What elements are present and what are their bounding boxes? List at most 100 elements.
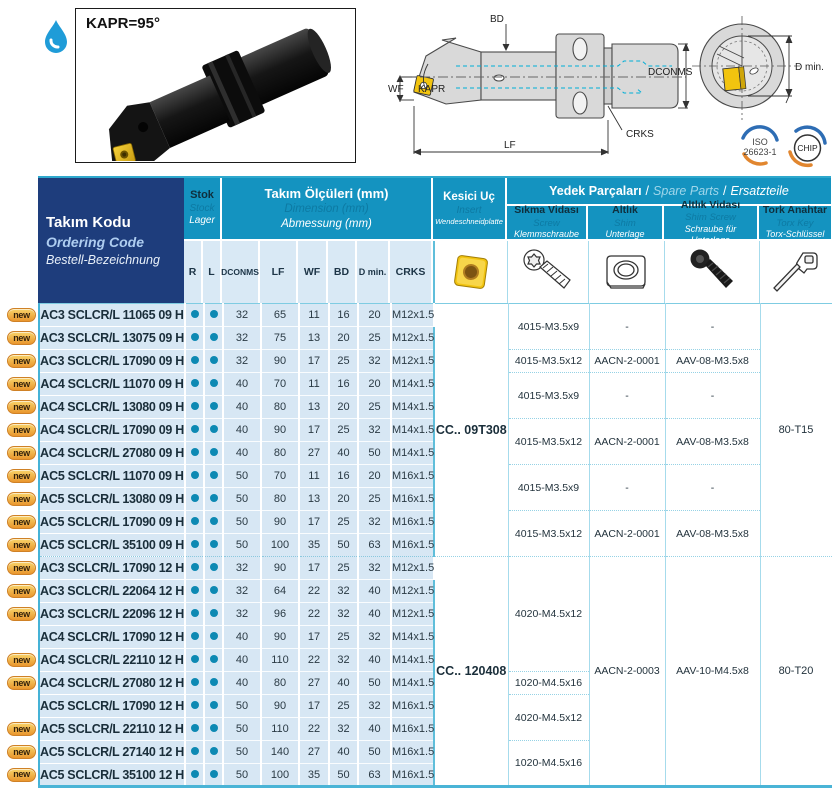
cell-lf: 64 <box>261 579 300 603</box>
cell-crks: M14x1.5 <box>391 418 435 442</box>
stock-dot <box>190 425 199 433</box>
stock-de: Lager <box>189 215 215 227</box>
table-row: new AC3 SCLCR/L 13075 09 H 32 75 13 20 25 M12x1… <box>7 326 832 350</box>
cell-dconms: 40 <box>223 395 262 419</box>
cell-wf: 13 <box>299 395 330 419</box>
cell-stock-l <box>204 694 224 718</box>
cell-crks: M16x1.5 <box>391 487 435 511</box>
stock-dot <box>209 425 218 433</box>
catalog-table-body: new AC3 SCLCR/L 11065 09 H 32 65 11 16 20 M12x1… <box>7 303 832 787</box>
cell-wf: 17 <box>299 418 330 442</box>
cell-stock-l <box>204 717 224 741</box>
cell-lf: 70 <box>261 464 300 488</box>
cell-wf: 11 <box>299 303 330 327</box>
insert-de: Wendeschneidplatte <box>435 217 503 227</box>
cell-stock-l <box>204 464 224 488</box>
table-row: new AC3 SCLCR/L 11065 09 H 32 65 11 16 20 M12x1… <box>7 303 832 557</box>
cell-stock-r <box>185 740 205 764</box>
spare-en: Spare Parts <box>653 184 720 198</box>
cell-lf: 90 <box>261 694 300 718</box>
cell-dconms: 32 <box>223 556 262 580</box>
cell-wf: 22 <box>299 717 330 741</box>
cell-ordering-code: new AC5 SCLCR/L 22110 12 H <box>7 717 186 741</box>
cell-bd: 40 <box>329 671 359 695</box>
cell-bd: 32 <box>329 579 359 603</box>
table-row: new AC4 SCLCR/L 11070 09 H 40 70 11 16 20 M14x1… <box>7 372 832 419</box>
new-badge: new <box>7 653 36 667</box>
cell-shim-screw: AAV-10-M4.5x8 <box>664 556 760 787</box>
cell-stock-r <box>185 602 205 626</box>
cell-bd: 20 <box>329 395 359 419</box>
table-row: new AC5 SCLCR/L 35100 09 H 50 100 35 50 63 M16x… <box>7 533 832 557</box>
stock-dot <box>209 540 218 548</box>
cell-crks: M12x1.5 <box>391 556 435 580</box>
insert-photo <box>454 255 488 289</box>
screw-image-cell <box>507 241 588 303</box>
stock-dot <box>209 701 218 709</box>
catalog-data-table: new AC3 SCLCR/L 11065 09 H 32 65 11 16 20 M12x1… <box>7 303 832 788</box>
dim-label-dconms: DCONMS <box>648 67 693 78</box>
cell-insert: CC.. 120408 <box>433 556 508 787</box>
cell-crks: M12x1.5 <box>391 349 435 373</box>
iso-number-text: 26623-1 <box>743 147 776 157</box>
stock-dot <box>209 724 218 732</box>
chip-text: CHIP <box>797 143 818 153</box>
cell-shim: AACN-2-0001 <box>588 349 665 373</box>
cell-crks: M14x1.5 <box>391 395 435 419</box>
cell-dconms: 50 <box>223 533 262 557</box>
cell-crks: M12x1.5 <box>391 602 435 626</box>
cell-stock-l <box>204 418 224 442</box>
table-row: AC5 SCLCR/L 17090 12 H 50 90 17 25 32 M16x1.5 4… <box>39 694 832 741</box>
cell-ordering-code: new AC5 SCLCR/L 35100 09 H <box>7 533 186 557</box>
dim-label-kapr: KAPR <box>418 84 445 95</box>
iso-26623-logo: ISO 26623-1 <box>741 125 779 166</box>
table-row: new AC4 SCLCR/L 17090 09 H 40 90 17 25 32 M14x1… <box>7 418 832 465</box>
stock-header: Stok Stock Lager <box>184 178 222 241</box>
coolant-drop-icon <box>45 20 67 53</box>
shim-en: Shim <box>614 217 636 229</box>
new-badge: new <box>7 538 36 552</box>
shim-screw-header: Altlık Vidası Shim Screw Schraube für Un… <box>664 199 759 245</box>
cell-lf: 90 <box>261 556 300 580</box>
cell-stock-l <box>204 648 224 672</box>
cell-crks: M16x1.5 <box>391 763 435 787</box>
stock-dot <box>190 471 199 479</box>
cell-bd: 50 <box>329 533 359 557</box>
cell-screw: 1020-M4.5x16 <box>507 671 589 695</box>
cell-crks: M14x1.5 <box>391 648 435 672</box>
cell-crks: M12x1.5 <box>391 579 435 603</box>
cell-stock-l <box>204 740 224 764</box>
stock-dot <box>190 701 199 709</box>
cell-wf: 27 <box>299 441 330 465</box>
cell-stock-l <box>204 533 224 557</box>
cell-wf: 13 <box>299 326 330 350</box>
stock-dot <box>190 494 199 502</box>
cell-d_min: 20 <box>358 372 392 396</box>
cell-stock-l <box>204 625 224 649</box>
cell-screw: 4020-M4.5x12 <box>507 556 589 672</box>
dim-label-wf: WF <box>388 84 404 95</box>
cell-bd: 25 <box>329 625 359 649</box>
cell-ordering-code: new AC5 SCLCR/L 35100 12 H <box>7 763 186 787</box>
ordering-code-de: Bestell-Bezeichnung <box>46 253 160 267</box>
cell-d_min: 32 <box>358 418 392 442</box>
table-row: new AC4 SCLCR/L 22110 12 H 40 110 22 32 40 M14x… <box>7 648 832 672</box>
shim-header: Altlık Shim Unterlage <box>588 204 664 239</box>
cell-d_min: 63 <box>358 763 392 787</box>
shim-image-cell <box>588 241 664 303</box>
cell-stock-r <box>185 418 205 442</box>
shim-screw-tr: Altlık Vidası <box>680 198 741 211</box>
screw-header: Sıkma Vidası Screw Klemmschraube <box>507 204 588 239</box>
stock-dot <box>209 609 218 617</box>
shim-image <box>605 255 646 289</box>
product-photo-box: KAPR=95° <box>75 8 356 163</box>
cell-stock-r <box>185 441 205 465</box>
cell-shim-screw: AAV-08-M3.5x8 <box>664 418 760 465</box>
cell-ordering-code: new AC4 SCLCR/L 11070 09 H <box>7 372 186 396</box>
new-badge: new <box>7 308 36 322</box>
cell-ordering-code: new AC4 SCLCR/L 27080 12 H <box>7 671 186 695</box>
stock-dot <box>190 678 199 686</box>
cell-stock-l <box>204 510 224 534</box>
cell-ordering-code: new AC4 SCLCR/L 13080 09 H <box>7 395 186 419</box>
cell-dconms: 50 <box>223 464 262 488</box>
